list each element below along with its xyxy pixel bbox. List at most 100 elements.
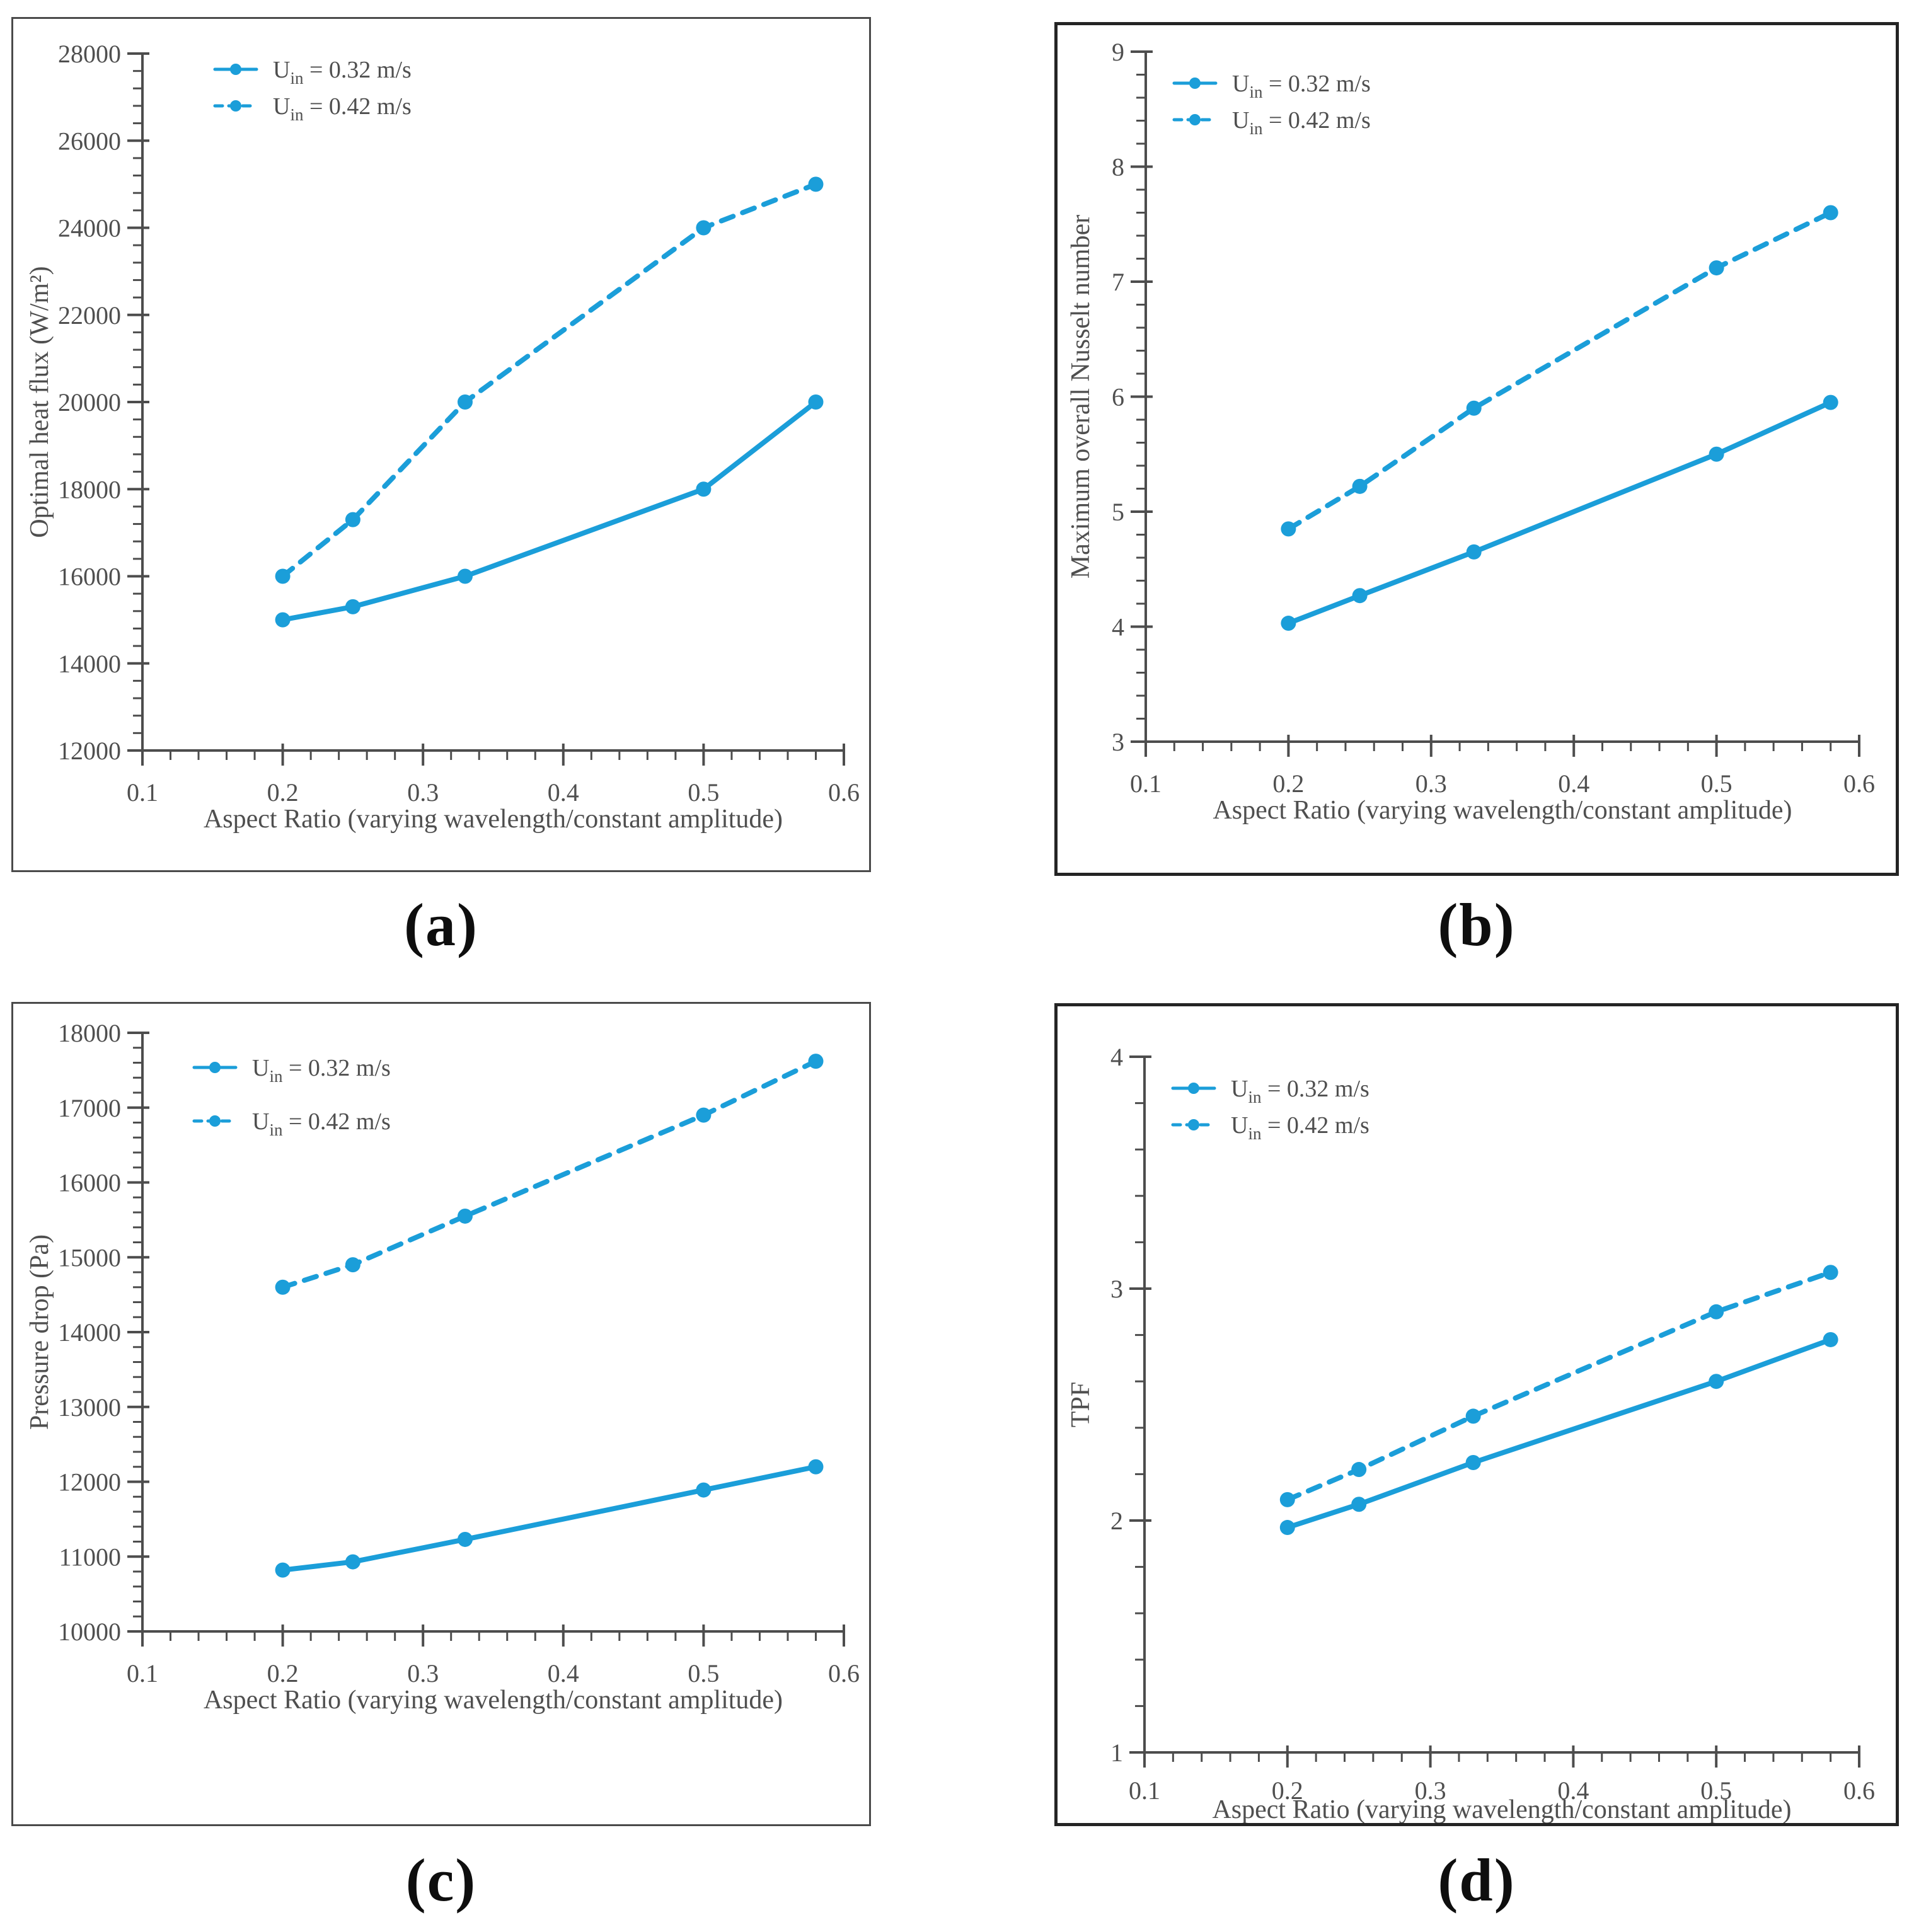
svg-text:0.3: 0.3: [1415, 769, 1447, 798]
svg-text:13000: 13000: [58, 1393, 121, 1422]
series-dashed: [275, 176, 824, 584]
chart-b-svg: 0.1 0.2 0.3 0.4 0.5 0.6 3 4 5 6 7 8 9 Aspect Ratio (v…: [1066, 38, 1875, 825]
legend: Uin = 0.32 m/s Uin = 0.42 m/s: [192, 1055, 391, 1139]
svg-text:28000: 28000: [58, 40, 121, 68]
panel-b: 0.1 0.2 0.3 0.4 0.5 0.6 3 4 5 6 7 8 9 Aspect Ratio (v…: [1054, 22, 1899, 876]
svg-text:3: 3: [1110, 1275, 1123, 1303]
x-ticks: [141, 1624, 845, 1647]
svg-text:4: 4: [1112, 613, 1124, 641]
svg-text:0.6: 0.6: [1843, 1776, 1875, 1805]
svg-text:4: 4: [1110, 1043, 1123, 1071]
svg-text:11000: 11000: [59, 1543, 121, 1571]
legend: Uin = 0.32 m/s Uin = 0.42 m/s: [1172, 71, 1371, 138]
svg-text:0.6: 0.6: [828, 1659, 860, 1688]
svg-text:0.1: 0.1: [1130, 769, 1162, 798]
svg-text:0.5: 0.5: [1701, 769, 1732, 798]
x-tick-labels: 0.1 0.2 0.3 0.4 0.5 0.6: [1130, 769, 1875, 798]
y-ticks: [1131, 50, 1153, 743]
x-tick-labels: 0.1 0.2 0.3 0.4 0.5 0.6: [127, 778, 860, 807]
y-axis-label: Pressure drop (Pa): [25, 1234, 54, 1430]
panel-c: 0.1 0.2 0.3 0.4 0.5 0.6 10000 11000 12000 13000 14…: [11, 1002, 871, 1826]
axes: [1144, 52, 1859, 743]
y-axis-label: Optimal heat flux (W/m²): [25, 266, 54, 538]
x-tick-labels: 0.1 0.2 0.3 0.4 0.5 0.6: [127, 1659, 860, 1688]
svg-text:14000: 14000: [58, 1318, 121, 1347]
svg-text:2: 2: [1110, 1507, 1123, 1535]
svg-text:10000: 10000: [58, 1618, 121, 1646]
svg-text:Uin = 0.42 m/s: Uin = 0.42 m/s: [1231, 1112, 1369, 1143]
svg-text:16000: 16000: [58, 1169, 121, 1197]
svg-text:Uin = 0.32 m/s: Uin = 0.32 m/s: [252, 1055, 391, 1086]
svg-text:Uin = 0.32 m/s: Uin = 0.32 m/s: [1232, 71, 1371, 101]
axes: [141, 54, 844, 752]
svg-text:0.2: 0.2: [1272, 1776, 1303, 1805]
x-axis-label: Aspect Ratio (varying wavelength/constan…: [1213, 796, 1792, 825]
svg-text:1: 1: [1110, 1739, 1123, 1767]
series-solid: [1279, 1331, 1838, 1536]
y-tick-labels: 10000 11000 12000 13000 14000 15000 16000 17000…: [58, 1019, 121, 1646]
svg-text:6: 6: [1112, 383, 1124, 411]
svg-text:0.2: 0.2: [267, 778, 299, 807]
svg-text:16000: 16000: [58, 563, 121, 591]
svg-text:0.1: 0.1: [127, 1659, 158, 1688]
svg-text:15000: 15000: [58, 1243, 121, 1272]
svg-text:Uin = 0.42 m/s: Uin = 0.42 m/s: [252, 1108, 391, 1139]
svg-text:0.2: 0.2: [267, 1659, 299, 1688]
svg-text:17000: 17000: [58, 1094, 121, 1122]
chart-d-svg: 0.1 0.2 0.3 0.4 0.5 0.6 1 2 3 4 Aspect Ratio (vary…: [1066, 1043, 1875, 1823]
svg-text:0.5: 0.5: [688, 778, 719, 807]
svg-text:0.3: 0.3: [1415, 1776, 1446, 1805]
svg-text:5: 5: [1112, 498, 1124, 526]
y-ticks: [127, 52, 149, 752]
svg-text:12000: 12000: [58, 737, 121, 765]
y-axis-label: Maximum overall Nusselt number: [1066, 215, 1095, 578]
series-dashed: [275, 1054, 824, 1295]
axes: [141, 1033, 844, 1633]
svg-text:0.1: 0.1: [127, 778, 158, 807]
svg-text:26000: 26000: [58, 127, 121, 155]
x-axis-label: Aspect Ratio (varying wavelength/constan…: [1212, 1795, 1791, 1823]
svg-text:18000: 18000: [58, 1019, 121, 1047]
x-tick-labels: 0.1 0.2 0.3 0.4 0.5 0.6: [1129, 1776, 1875, 1805]
svg-text:0.3: 0.3: [407, 778, 439, 807]
x-ticks: [141, 744, 845, 766]
x-axis-label: Aspect Ratio (varying wavelength/constan…: [204, 805, 783, 834]
y-ticks: [127, 1032, 149, 1633]
y-tick-labels: 1 2 3 4: [1110, 1043, 1123, 1767]
x-ticks: [1144, 735, 1860, 757]
svg-text:0.4: 0.4: [1558, 769, 1589, 798]
axes: [1143, 1057, 1859, 1754]
legend: Uin = 0.32 m/s Uin = 0.42 m/s: [1171, 1076, 1369, 1143]
svg-text:3: 3: [1112, 728, 1124, 756]
svg-text:0.4: 0.4: [1557, 1776, 1589, 1805]
svg-text:0.5: 0.5: [1700, 1776, 1732, 1805]
y-tick-labels: 3 4 5 6 7 8 9: [1112, 38, 1124, 756]
caption-a: (a): [404, 891, 478, 958]
series-solid: [1281, 394, 1838, 631]
svg-text:14000: 14000: [58, 650, 121, 678]
svg-text:22000: 22000: [58, 301, 121, 330]
series-solid: [275, 1459, 824, 1578]
svg-text:9: 9: [1112, 38, 1124, 66]
caption-b: (b): [1438, 891, 1516, 958]
caption-d: (d): [1438, 1846, 1516, 1914]
svg-text:0.4: 0.4: [548, 1659, 579, 1688]
series-solid: [275, 394, 824, 628]
svg-text:Uin = 0.32 m/s: Uin = 0.32 m/s: [1231, 1076, 1369, 1107]
svg-text:Uin = 0.32 m/s: Uin = 0.32 m/s: [273, 57, 412, 88]
y-axis-label: TPF: [1066, 1382, 1095, 1427]
svg-text:20000: 20000: [58, 388, 121, 417]
caption-c: (c): [405, 1846, 477, 1914]
svg-text:7: 7: [1112, 268, 1124, 296]
x-ticks: [1143, 1745, 1860, 1768]
panel-a: 0.1 0.2 0.3 0.4 0.5 0.6 12000 14000 16000 18000 20…: [11, 17, 871, 872]
chart-c-svg: 0.1 0.2 0.3 0.4 0.5 0.6 10000 11000 12000 13000 14…: [25, 1019, 860, 1715]
svg-text:0.2: 0.2: [1272, 769, 1304, 798]
svg-text:0.1: 0.1: [1129, 1776, 1160, 1805]
series-dashed: [1281, 205, 1838, 537]
x-axis-label: Aspect Ratio (varying wavelength/constan…: [204, 1686, 783, 1715]
svg-text:0.3: 0.3: [407, 1659, 439, 1688]
svg-text:Uin = 0.42 m/s: Uin = 0.42 m/s: [273, 93, 412, 124]
y-tick-labels: 12000 14000 16000 18000 20000 22000 24000 26000…: [58, 40, 121, 765]
